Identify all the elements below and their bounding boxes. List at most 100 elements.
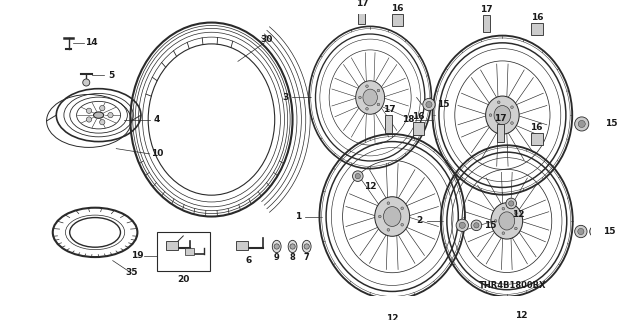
Circle shape (358, 96, 361, 99)
Circle shape (86, 108, 92, 113)
Text: 16: 16 (412, 112, 425, 121)
Text: 16: 16 (391, 4, 404, 13)
Circle shape (489, 114, 492, 116)
Text: 5: 5 (108, 71, 114, 80)
Circle shape (365, 108, 368, 110)
Circle shape (274, 244, 279, 249)
Text: 4: 4 (154, 115, 160, 124)
Circle shape (578, 120, 585, 127)
Circle shape (589, 226, 600, 237)
Circle shape (471, 220, 482, 231)
Ellipse shape (486, 96, 519, 134)
Circle shape (423, 98, 435, 111)
Circle shape (100, 106, 105, 111)
Text: 6: 6 (245, 256, 252, 265)
Circle shape (108, 113, 113, 118)
Text: 35: 35 (126, 268, 138, 277)
Ellipse shape (499, 212, 515, 230)
FancyBboxPatch shape (531, 23, 543, 35)
FancyBboxPatch shape (236, 241, 248, 250)
FancyBboxPatch shape (483, 15, 490, 32)
Text: 17: 17 (383, 105, 395, 114)
Text: 15: 15 (437, 100, 449, 109)
Circle shape (575, 225, 587, 238)
FancyBboxPatch shape (385, 115, 392, 133)
Text: 3: 3 (282, 93, 289, 102)
Text: 17: 17 (356, 0, 368, 8)
Circle shape (593, 229, 598, 234)
Text: 14: 14 (85, 38, 98, 47)
Text: 16: 16 (531, 123, 543, 132)
Text: 16: 16 (531, 13, 543, 22)
FancyBboxPatch shape (497, 124, 504, 141)
Text: 18: 18 (402, 115, 414, 124)
Ellipse shape (93, 112, 104, 118)
Circle shape (378, 215, 381, 218)
Ellipse shape (288, 240, 297, 253)
Text: 9: 9 (274, 252, 280, 261)
Circle shape (578, 228, 584, 235)
Text: 15: 15 (484, 221, 497, 230)
Circle shape (401, 223, 403, 226)
Circle shape (378, 302, 388, 313)
Circle shape (575, 117, 589, 131)
Text: 15: 15 (603, 227, 615, 236)
Text: 8: 8 (290, 252, 296, 261)
Text: 17: 17 (480, 5, 493, 14)
Circle shape (511, 303, 516, 308)
Text: 1: 1 (295, 212, 301, 221)
Text: 12: 12 (515, 311, 527, 320)
Circle shape (497, 101, 500, 104)
Ellipse shape (272, 240, 281, 253)
Circle shape (353, 171, 363, 181)
FancyBboxPatch shape (413, 122, 424, 134)
Circle shape (497, 127, 500, 129)
Circle shape (456, 219, 468, 231)
Circle shape (426, 101, 432, 108)
Text: 7: 7 (304, 252, 310, 261)
Circle shape (387, 202, 390, 204)
FancyBboxPatch shape (185, 248, 194, 255)
Circle shape (502, 207, 505, 210)
Circle shape (365, 85, 368, 88)
Circle shape (509, 201, 514, 206)
FancyBboxPatch shape (392, 14, 403, 26)
Ellipse shape (356, 81, 385, 114)
Circle shape (511, 122, 513, 124)
FancyBboxPatch shape (166, 241, 178, 250)
Circle shape (474, 223, 479, 228)
Circle shape (100, 120, 105, 125)
Circle shape (515, 227, 517, 230)
Circle shape (509, 300, 519, 311)
Circle shape (459, 222, 465, 228)
Ellipse shape (491, 203, 523, 239)
Text: 12: 12 (512, 210, 525, 219)
Circle shape (595, 121, 601, 127)
Circle shape (304, 244, 309, 249)
Ellipse shape (375, 197, 410, 236)
Circle shape (401, 207, 403, 210)
Circle shape (494, 220, 497, 222)
Circle shape (515, 212, 517, 215)
Circle shape (355, 173, 360, 179)
FancyBboxPatch shape (358, 8, 365, 24)
Circle shape (381, 305, 386, 310)
Text: 19: 19 (131, 251, 144, 260)
Text: 20: 20 (177, 276, 189, 284)
Circle shape (591, 118, 604, 130)
Circle shape (506, 198, 516, 209)
Ellipse shape (363, 89, 378, 106)
Circle shape (290, 244, 295, 249)
Circle shape (502, 232, 505, 235)
Text: 12: 12 (386, 314, 399, 320)
Text: 15: 15 (605, 119, 618, 128)
Ellipse shape (494, 106, 511, 125)
Circle shape (86, 117, 92, 122)
FancyBboxPatch shape (531, 133, 543, 145)
Text: THR4B1800BX: THR4B1800BX (479, 281, 547, 290)
Text: 10: 10 (150, 149, 163, 158)
Circle shape (83, 79, 90, 86)
Circle shape (377, 89, 380, 92)
Ellipse shape (302, 240, 311, 253)
Text: 17: 17 (495, 114, 507, 123)
